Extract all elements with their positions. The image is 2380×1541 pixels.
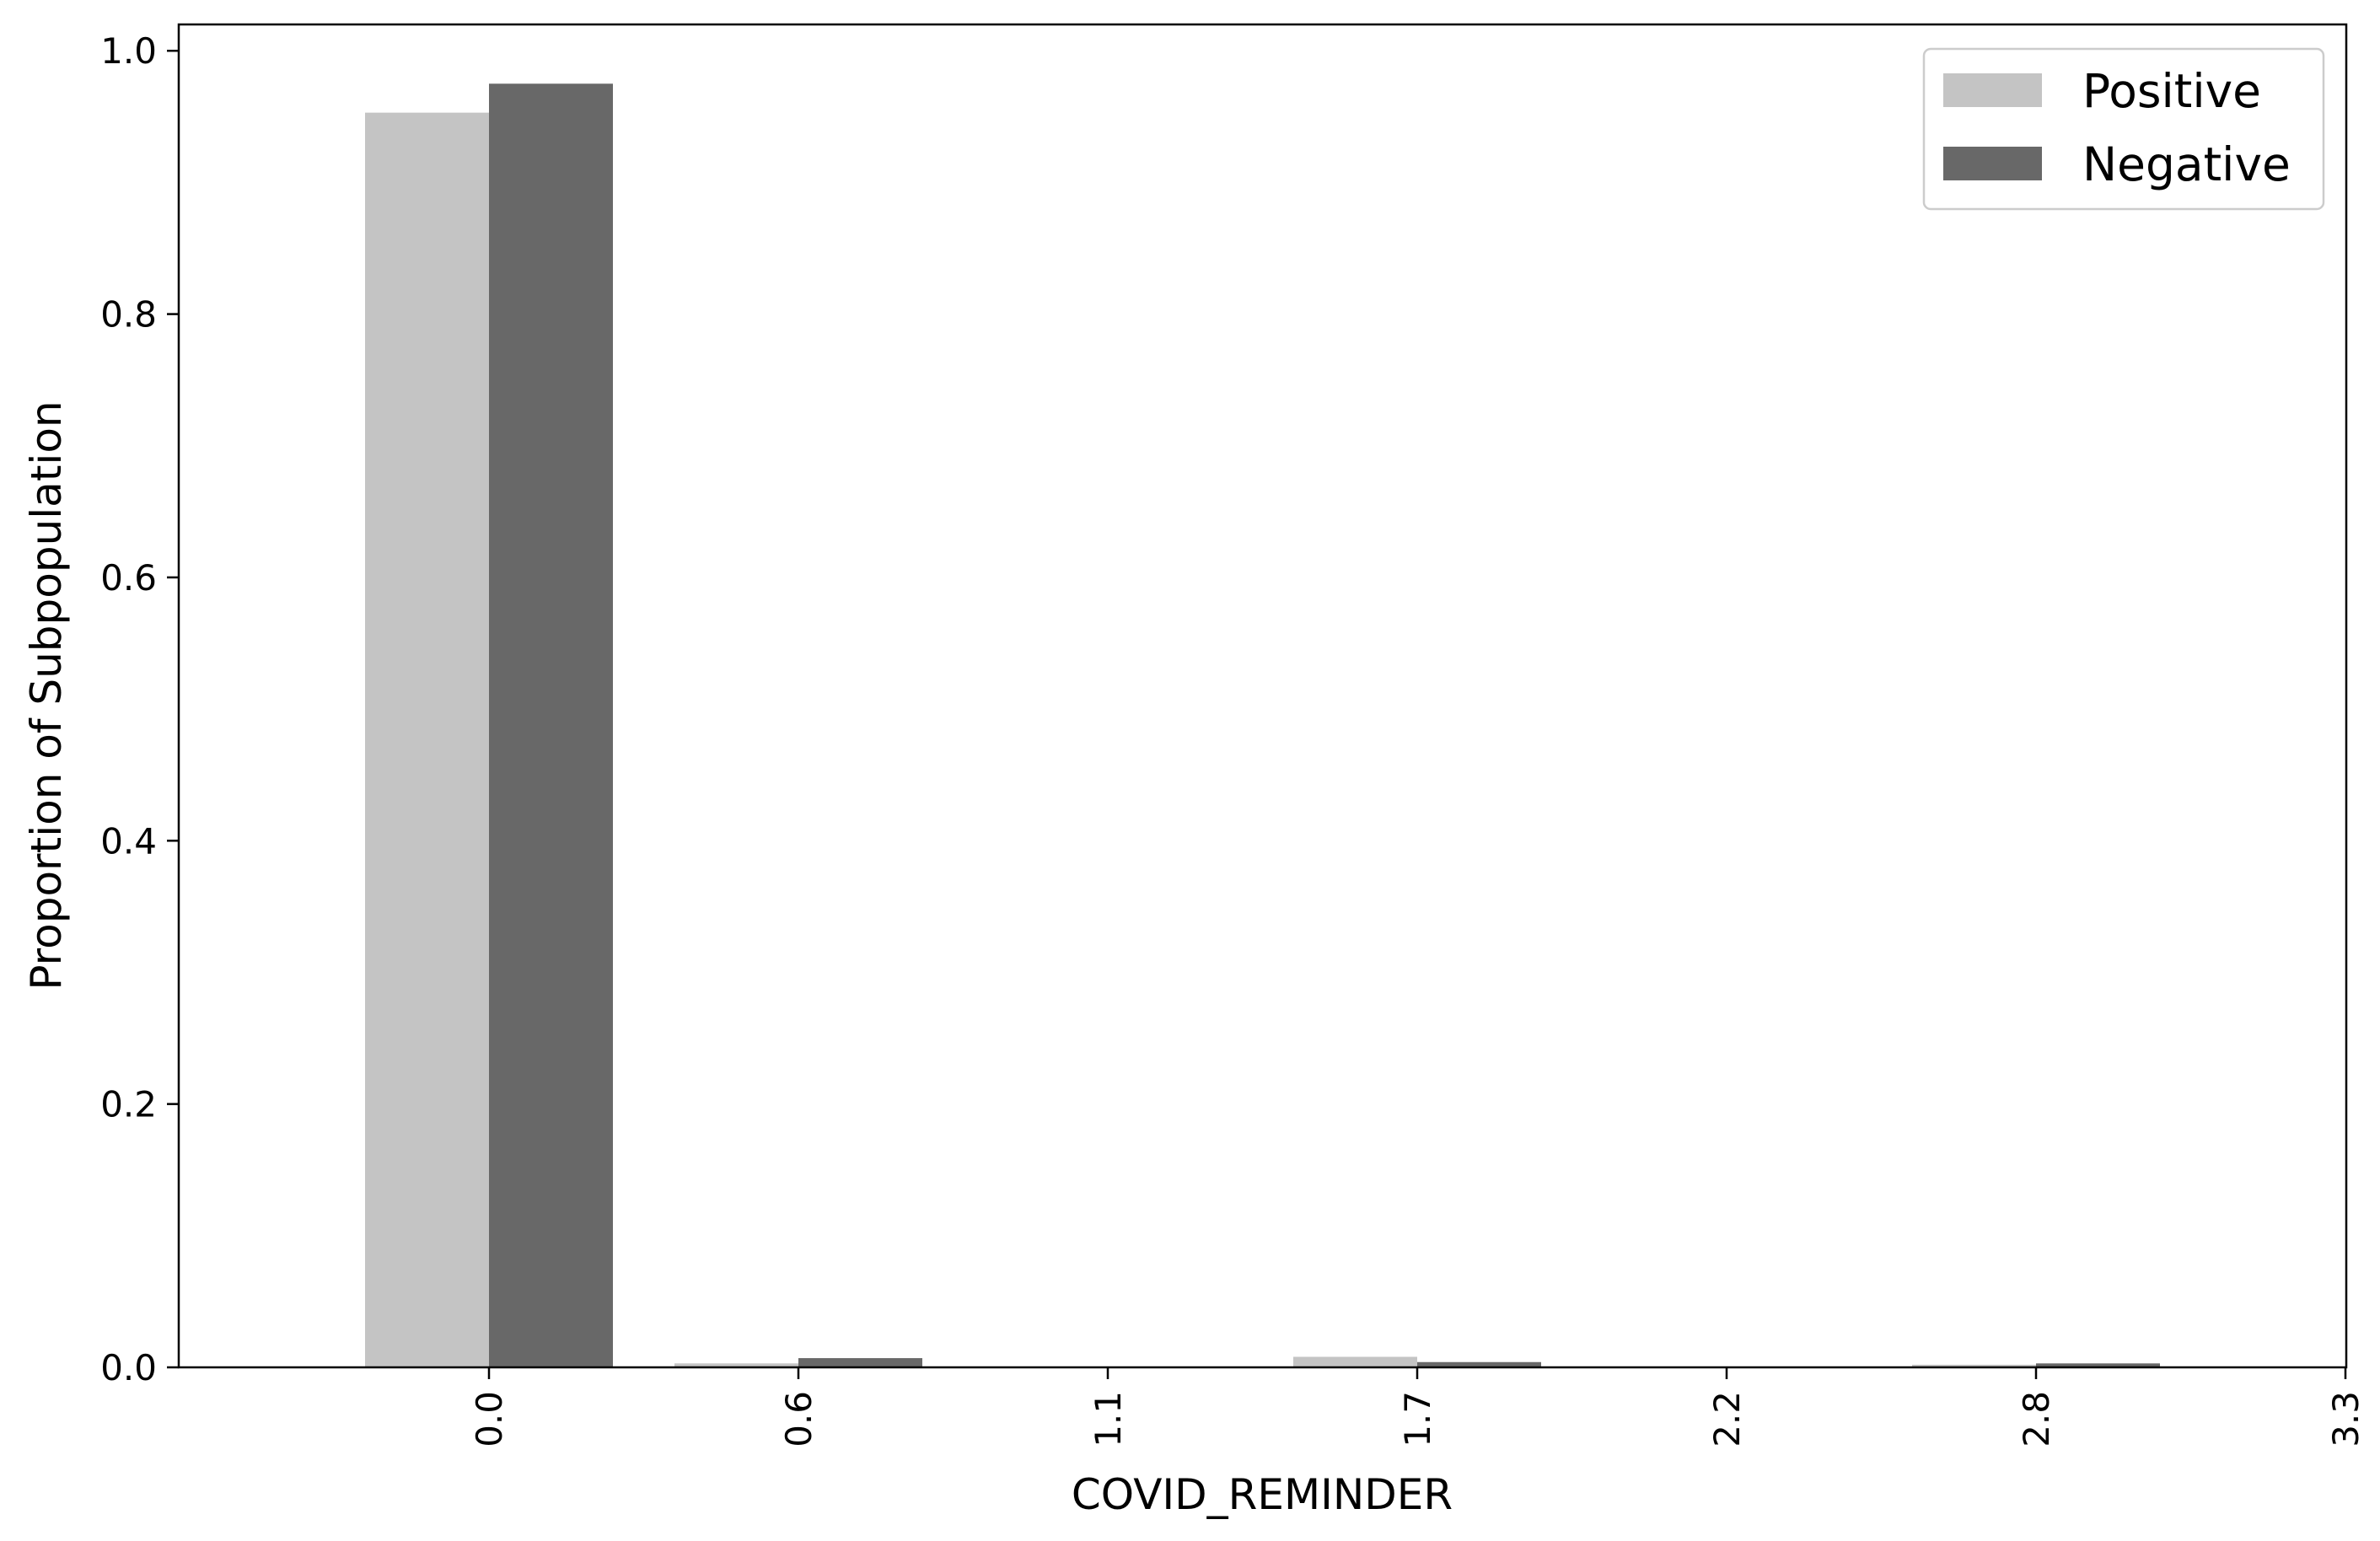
y-axis-ticks: 0.0 0.2 0.4 0.6 0.8 1.0 [100,30,179,1388]
bar-positive-1 [674,1363,798,1367]
y-tick-label: 0.2 [100,1084,157,1125]
legend: Positive Negative [1922,47,2325,211]
bar-positive-3 [1293,1356,1417,1367]
x-tick-label: 1.1 [1088,1391,1129,1447]
x-tick-label: 3.3 [2325,1391,2367,1447]
x-axis-ticks: 0.0 0.6 1.1 1.7 2.2 2.8 3.3 [469,1367,2367,1447]
x-tick-label: 1.7 [1397,1391,1438,1447]
legend-swatch-negative [1943,147,2042,180]
x-tick-label: 0.0 [469,1391,510,1447]
y-axis-label: Proportion of Subpopulation [22,400,71,990]
bar-positive-0 [365,112,489,1368]
y-tick-label: 0.0 [100,1347,157,1388]
plot-frame [177,23,2348,1369]
y-tick-label: 0.4 [100,820,157,862]
x-tick-label: 2.2 [1706,1391,1748,1447]
x-tick-label: 2.8 [2016,1391,2057,1447]
legend-swatch-positive [1943,73,2042,107]
x-axis-label: COVID_REMINDER [1072,1470,1453,1519]
bar-negative-3 [1417,1361,1541,1367]
y-tick-label: 1.0 [100,30,157,72]
y-tick-label: 0.8 [100,294,157,336]
bar-negative-0 [489,83,613,1367]
bar-negative-1 [798,1358,922,1367]
bar-positive-5 [1912,1364,2036,1367]
legend-label-negative: Negative [2082,137,2291,191]
y-tick-label: 0.6 [100,557,157,599]
legend-label-positive: Positive [2082,64,2261,118]
bar-negative-5 [2036,1363,2160,1367]
x-tick-label: 0.6 [778,1391,819,1447]
bars-layer [365,83,2160,1368]
